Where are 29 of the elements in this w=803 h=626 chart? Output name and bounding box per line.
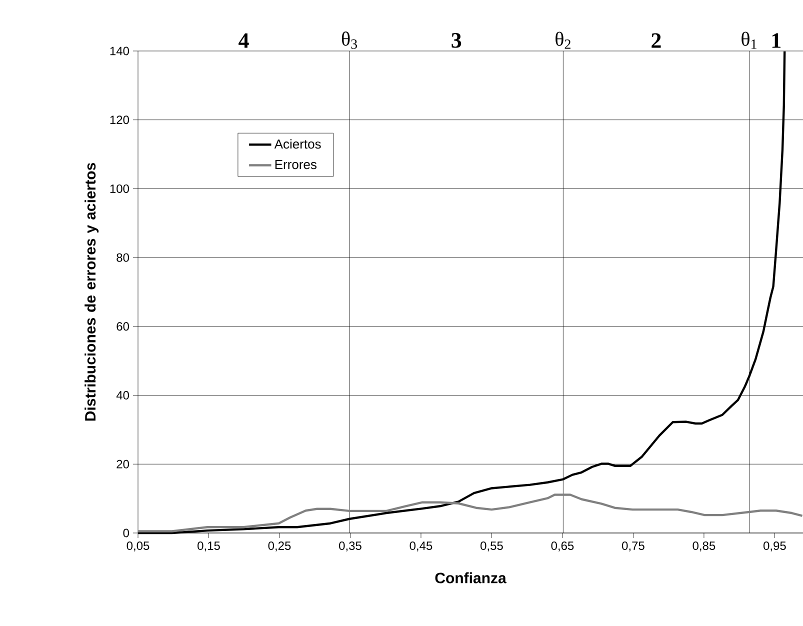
y-tick-label: 40	[116, 391, 130, 400]
text: 1	[772, 33, 780, 48]
x-axis-title: Confianza	[435, 572, 506, 584]
text: 3	[452, 33, 462, 48]
text: 2	[652, 33, 661, 48]
y-axis-title: Distribuciones de errores y aciertos	[84, 163, 99, 421]
x-tick-label: 0,95	[763, 542, 786, 552]
y-tick-label: 140	[110, 46, 130, 56]
x-tick-label: 0,85	[692, 542, 716, 552]
y-tick-label: 80	[116, 253, 130, 262]
x-tick-label: 0,45	[410, 542, 432, 552]
ref-line-label: θ$_{3}$	[342, 32, 358, 49]
text: 4	[238, 33, 249, 48]
y-tick-label: 0	[123, 528, 130, 538]
x-tick-label: 0,05	[126, 542, 150, 552]
x-tick-label: 0,65	[551, 542, 574, 552]
x-tick-label: 0,35	[339, 542, 362, 552]
y-tick-label: 20	[116, 460, 130, 468]
ref-line-label: θ$_{2}$	[556, 32, 570, 49]
x-tick-label: 0,15	[198, 542, 220, 552]
y-tick-label: 100	[110, 184, 130, 193]
x-tick-label: 0,25	[268, 542, 291, 552]
legend-label: Errores	[275, 160, 316, 170]
x-tick-label: 0,55	[480, 542, 503, 552]
x-tick-label: 0,75	[622, 542, 644, 552]
y-tick-label: 120	[110, 116, 130, 124]
legend-label: Aciertos	[274, 139, 321, 149]
y-tick-label: 60	[116, 322, 130, 331]
ref-line-label: θ$_{1}$	[742, 32, 756, 49]
